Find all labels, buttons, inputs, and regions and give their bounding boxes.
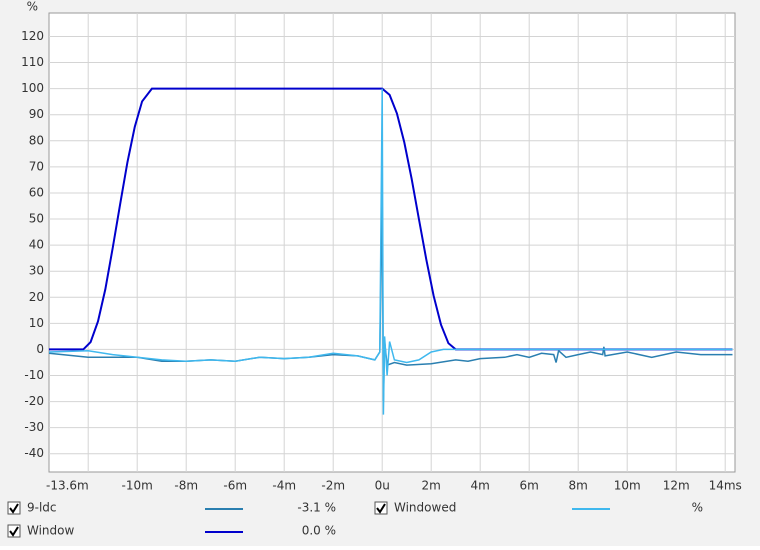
plot-area — [48, 12, 736, 473]
checkbox-check[interactable] — [9, 503, 19, 514]
y-axis-label: % — [27, 0, 38, 14]
legend-label: 9-ldc — [27, 501, 57, 515]
y-tick-label: 90 — [29, 107, 44, 121]
y-tick-label: 120 — [21, 29, 44, 43]
y-tick-label: -20 — [24, 394, 44, 408]
x-tick-label: 8m — [569, 479, 588, 493]
x-tick-label: 0u — [375, 479, 390, 493]
legend-readout: % — [692, 501, 703, 515]
x-tick-label: 2m — [422, 479, 441, 493]
checkbox-check[interactable] — [9, 526, 19, 537]
y-tick-label: 100 — [21, 81, 44, 95]
y-tick-label: 50 — [29, 212, 44, 226]
y-tick-label: 60 — [29, 185, 44, 199]
x-tick-label: -2m — [321, 479, 345, 493]
x-tick-label: 4m — [471, 479, 490, 493]
y-tick-label: 110 — [21, 55, 44, 69]
y-tick-label: 20 — [29, 290, 44, 304]
x-tick-label: -13.6m — [46, 479, 89, 493]
checkbox-check[interactable] — [376, 503, 386, 514]
legend-readout: -3.1 % — [297, 501, 336, 515]
x-tick-label: 6m — [520, 479, 539, 493]
y-tick-label: 40 — [29, 238, 44, 252]
y-tick-label: 80 — [29, 133, 44, 147]
legend-readout: 0.0 % — [302, 524, 336, 538]
legend-label: Windowed — [394, 501, 456, 515]
y-tick-label: 30 — [29, 264, 44, 278]
y-tick-label: -40 — [24, 446, 44, 460]
y-tick-label: -30 — [24, 420, 44, 434]
x-tick-label: -6m — [223, 479, 247, 493]
y-tick-label: 70 — [29, 159, 44, 173]
x-tick-label: 10m — [614, 479, 641, 493]
x-tick-label: 12m — [663, 479, 690, 493]
x-tick-label: -8m — [174, 479, 198, 493]
series-line — [48, 88, 733, 415]
y-tick-label: 10 — [29, 316, 44, 330]
y-tick-label: -10 — [24, 368, 44, 382]
x-tick-label: -4m — [272, 479, 296, 493]
x-tick-label: 14ms — [709, 479, 742, 493]
legend-label: Window — [27, 524, 75, 538]
y-tick-label: 0 — [36, 342, 44, 356]
x-tick-label: -10m — [122, 479, 153, 493]
